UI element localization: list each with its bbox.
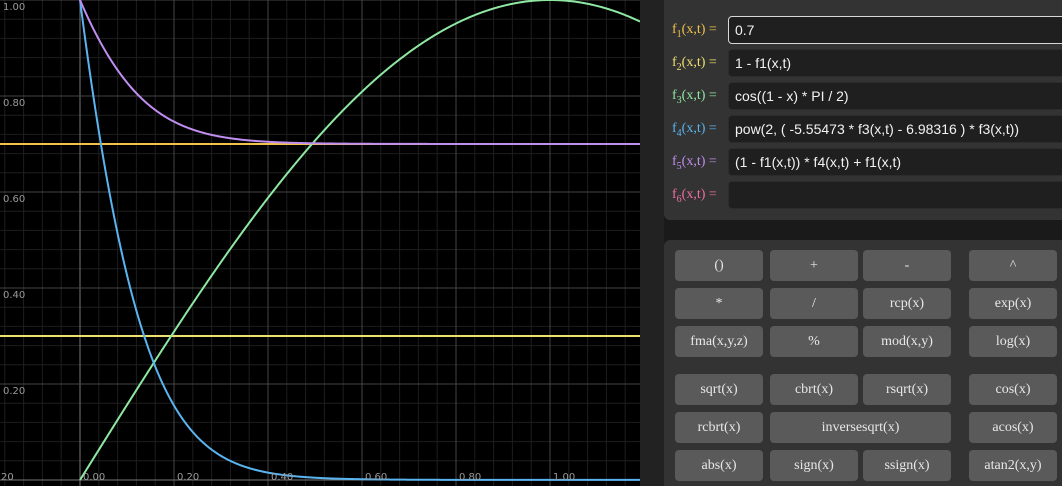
curve-f5 <box>79 0 640 145</box>
key-inversesqrt[interactable]: inversesqrt(x) <box>770 412 951 443</box>
function-input-f3[interactable] <box>728 82 1062 110</box>
x-tick-label: 0.40 <box>271 472 293 483</box>
function-row-f2: f2(x,t) = <box>664 49 1062 79</box>
function-curves <box>0 0 640 481</box>
function-input-f2[interactable] <box>728 49 1062 77</box>
key-rsqrt[interactable]: rsqrt(x) <box>863 374 951 405</box>
function-label-name: f <box>672 187 677 202</box>
function-input-f1[interactable] <box>728 16 1062 44</box>
key-parens[interactable]: () <box>675 250 763 281</box>
key-percent[interactable]: % <box>770 326 858 357</box>
function-label-index: 5 <box>676 160 682 172</box>
plot-background <box>0 0 640 486</box>
function-label-index: 1 <box>676 28 682 40</box>
function-row-f3: f3(x,t) = <box>664 82 1062 112</box>
x-tick-label: 0.20 <box>177 472 199 483</box>
keypad-panel: () + - ^ * / rcp(x) exp(x) fma(x,y,z)% mod(x,y) lo… <box>664 240 1062 486</box>
function-label-name: f <box>672 121 677 136</box>
function-panel: f1(x,t) =f2(x,t) =f3(x,t) =f4(x,t) =f5(x… <box>664 0 1062 220</box>
key-atan2[interactable]: atan2(x,y) <box>969 450 1057 481</box>
function-label-index: 2 <box>676 61 682 73</box>
minor-grid <box>0 0 640 486</box>
function-label-args: (x,t) = <box>681 121 717 136</box>
key-fma[interactable]: fma(x,y,z) <box>675 326 763 357</box>
function-row-f5: f5(x,t) = <box>664 148 1062 178</box>
function-label-name: f <box>672 88 677 103</box>
curve-f4 <box>79 0 640 481</box>
key-rcbrt[interactable]: rcbrt(x) <box>675 412 763 443</box>
function-label-name: f <box>672 154 677 169</box>
x-tick-label: 1.00 <box>553 472 575 483</box>
function-label-index: 4 <box>676 127 682 139</box>
function-label-name: f <box>672 55 677 70</box>
x-tick-label: 0.60 <box>365 472 387 483</box>
tick-labels: 0.00 0.20 0.40 0.60 0.80 1.00 1.00 0.80 0.60 0.40… <box>1 2 575 483</box>
function-label: f3(x,t) = <box>672 82 732 112</box>
function-label: f4(x,t) = <box>672 115 732 145</box>
key-abs[interactable]: abs(x) <box>675 450 763 481</box>
key-ssign[interactable]: ssign(x) <box>863 450 951 481</box>
function-row-f4: f4(x,t) = <box>664 115 1062 145</box>
function-label-args: (x,t) = <box>681 22 717 37</box>
function-label: f1(x,t) = <box>672 16 732 46</box>
y-tick-label: 0.80 <box>3 98 25 109</box>
x-tick-label: 0.80 <box>459 472 481 483</box>
corner-tick-label: 20 <box>1 472 14 483</box>
function-label-index: 3 <box>676 94 682 106</box>
key-caret[interactable]: ^ <box>969 250 1057 281</box>
major-grid <box>0 0 640 486</box>
function-label: f5(x,t) = <box>672 148 732 178</box>
key-minus[interactable]: - <box>863 250 951 281</box>
function-row-f1: f1(x,t) = <box>664 16 1062 46</box>
curve-f3 <box>79 0 640 481</box>
y-tick-label: 1.00 <box>3 2 25 13</box>
key-exp[interactable]: exp(x) <box>969 288 1057 319</box>
function-input-f4[interactable] <box>728 115 1062 143</box>
y-tick-label: 0.60 <box>3 194 25 205</box>
key-acos[interactable]: acos(x) <box>969 412 1057 443</box>
function-label-args: (x,t) = <box>681 187 717 202</box>
panel-divider <box>640 0 664 486</box>
function-label: f6(x,t) = <box>672 181 732 211</box>
function-label-name: f <box>672 22 677 37</box>
x-tick-label: 0.00 <box>83 472 105 483</box>
function-label: f2(x,t) = <box>672 49 732 79</box>
function-input-f6[interactable] <box>728 181 1062 209</box>
key-mod[interactable]: mod(x,y) <box>863 326 951 357</box>
key-cbrt[interactable]: cbrt(x) <box>770 374 858 405</box>
key-plus[interactable]: + <box>770 250 858 281</box>
graph-canvas[interactable]: 0.00 0.20 0.40 0.60 0.80 1.00 1.00 0.80 0.60 0.40… <box>0 0 640 486</box>
y-tick-label: 0.40 <box>3 290 25 301</box>
function-label-args: (x,t) = <box>681 55 717 70</box>
function-label-args: (x,t) = <box>681 88 717 103</box>
function-input-f5[interactable] <box>728 148 1062 176</box>
key-divide[interactable]: / <box>770 288 858 319</box>
function-row-f6: f6(x,t) = <box>664 181 1062 211</box>
key-rcp[interactable]: rcp(x) <box>863 288 951 319</box>
function-label-index: 6 <box>676 193 682 205</box>
function-plot[interactable]: 0.00 0.20 0.40 0.60 0.80 1.00 1.00 0.80 0.60 0.40… <box>0 0 640 486</box>
key-cos[interactable]: cos(x) <box>969 374 1057 405</box>
function-label-args: (x,t) = <box>681 154 717 169</box>
key-sign[interactable]: sign(x) <box>770 450 858 481</box>
key-log[interactable]: log(x) <box>969 326 1057 357</box>
key-multiply[interactable]: * <box>675 288 763 319</box>
key-sqrt[interactable]: sqrt(x) <box>675 374 763 405</box>
y-tick-label: 0.20 <box>3 386 25 397</box>
